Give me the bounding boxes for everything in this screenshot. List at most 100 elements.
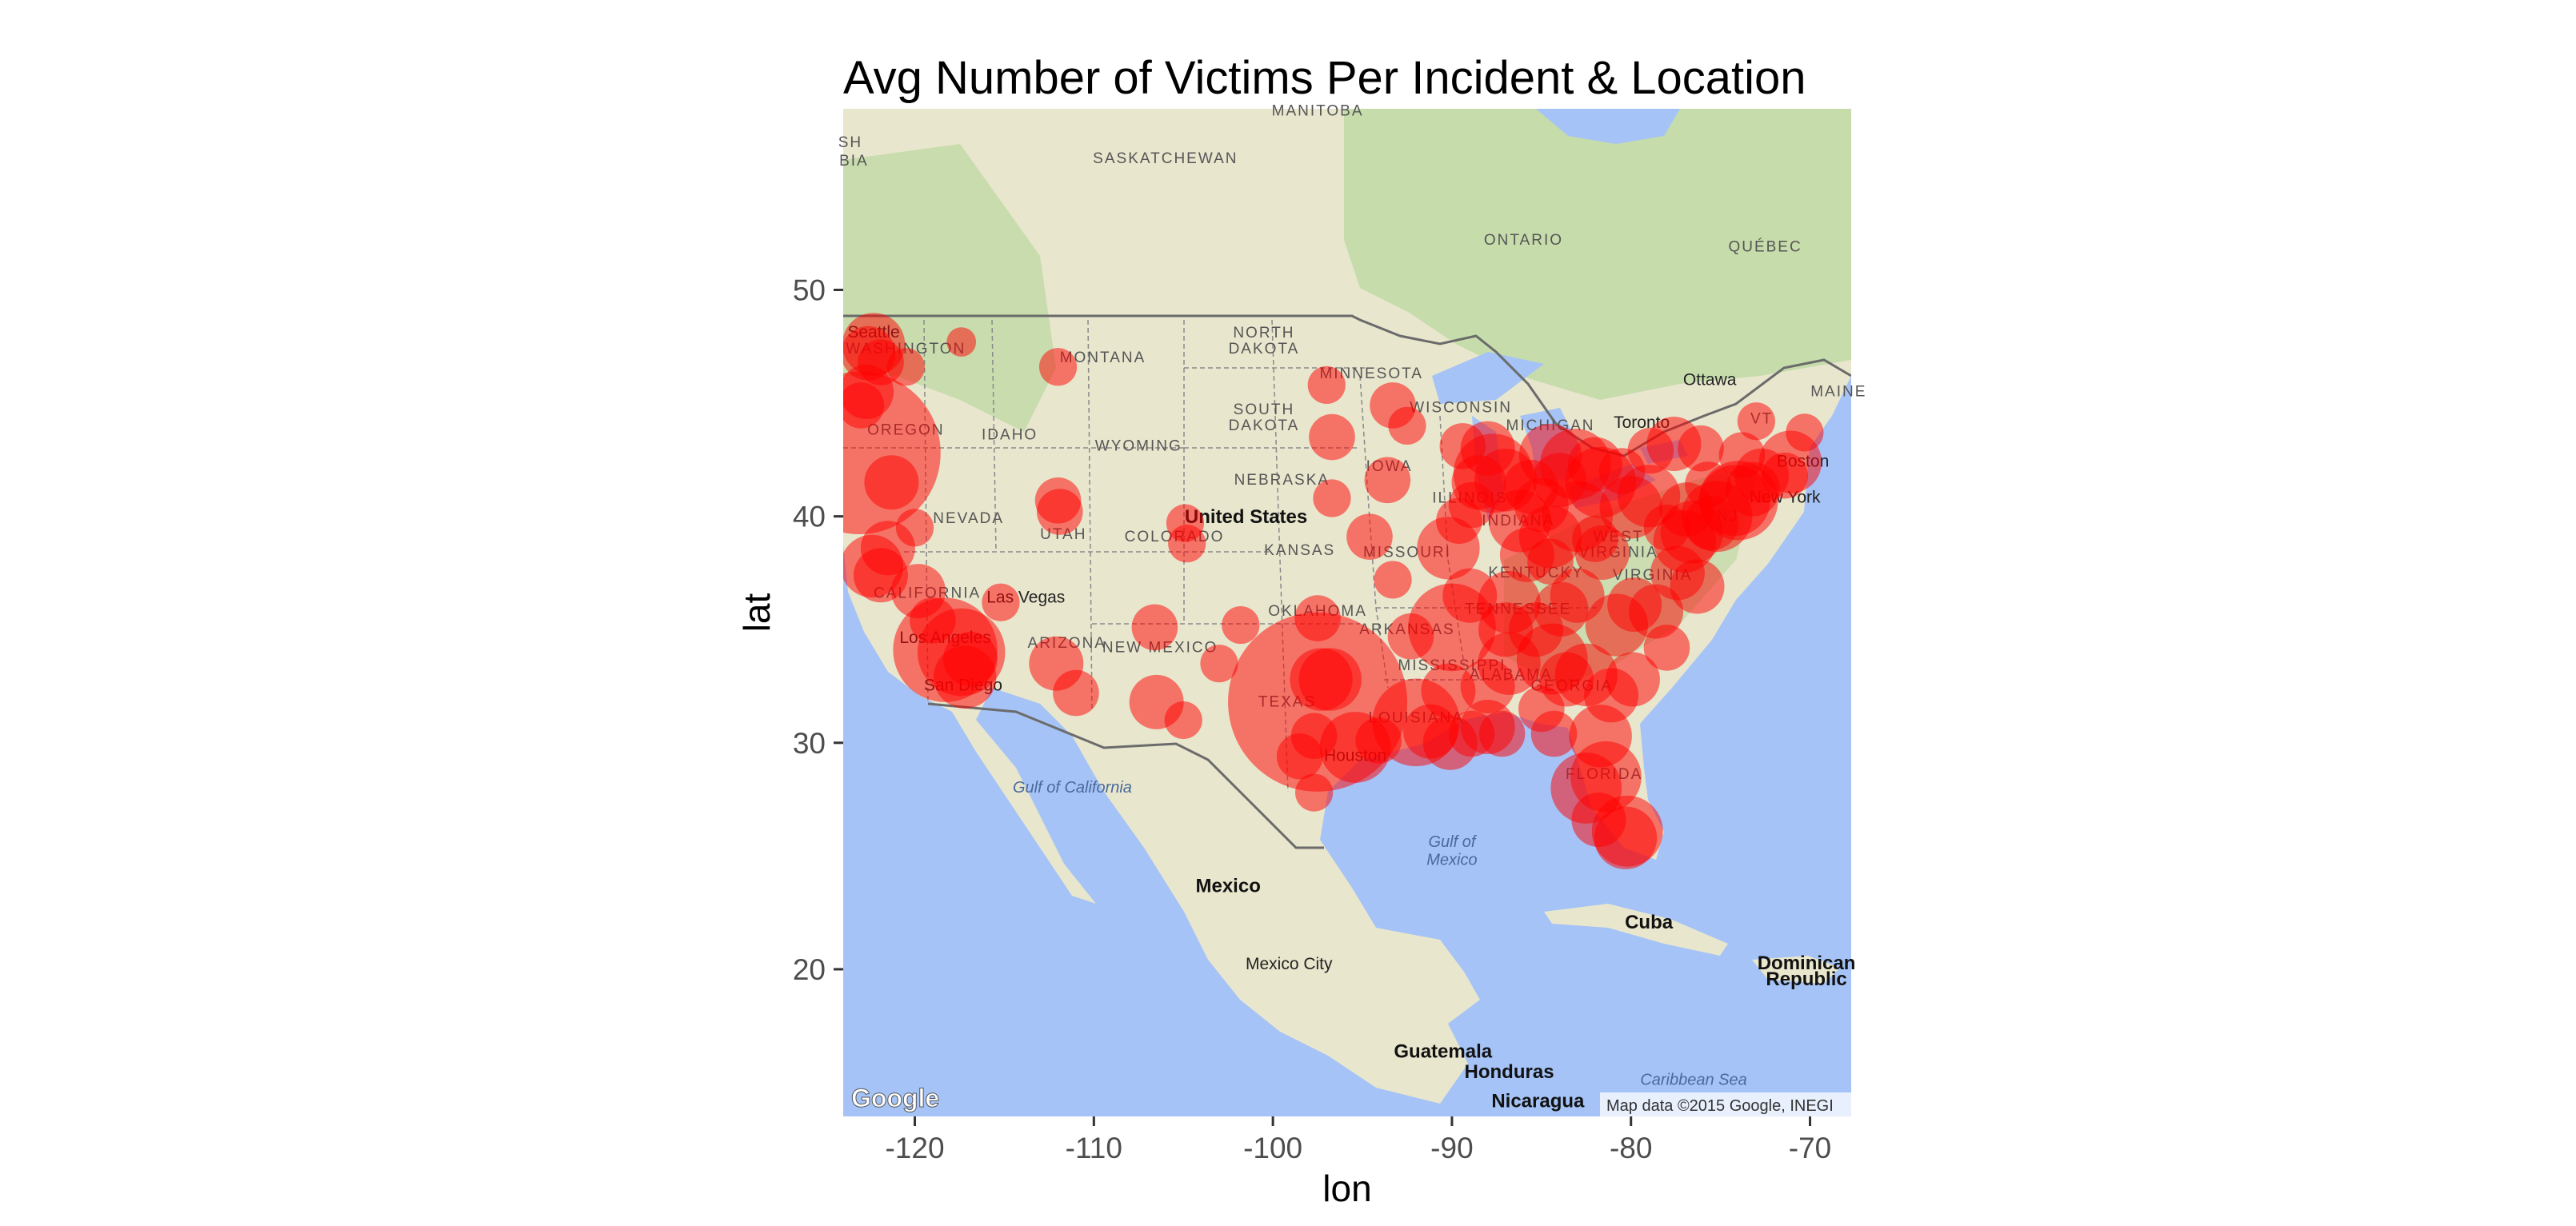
map-label: Republic xyxy=(1766,968,1846,990)
data-point xyxy=(1309,413,1355,461)
y-tick-label: 30 xyxy=(793,727,826,760)
forest-north xyxy=(1344,109,1851,400)
map-label: WISCONSIN xyxy=(1410,399,1512,416)
map-label: Nicaragua xyxy=(1491,1091,1585,1112)
us-mexico-border xyxy=(927,702,1324,849)
data-point xyxy=(1518,685,1565,733)
map-label: SH xyxy=(838,134,862,151)
data-point xyxy=(1346,513,1393,560)
map-label: Dominican xyxy=(1758,952,1856,974)
map-label: DAKOTA xyxy=(1229,417,1300,434)
data-point xyxy=(1164,701,1202,740)
map-label: IDAHO xyxy=(982,426,1038,443)
map-label: NEBRASKA xyxy=(1234,472,1330,489)
map-label: BIA xyxy=(839,153,869,170)
data-point xyxy=(1605,652,1660,707)
data-point xyxy=(1786,413,1824,452)
data-point xyxy=(1718,432,1766,479)
data-point xyxy=(1574,525,1630,580)
data-point xyxy=(1388,406,1426,445)
data-point xyxy=(1036,489,1083,535)
map-label: Caribbean Sea xyxy=(1640,1071,1746,1088)
data-point xyxy=(1737,402,1775,441)
y-tick-label: 20 xyxy=(793,953,826,986)
attribution-box xyxy=(1600,1092,1851,1116)
y-tick-label: 50 xyxy=(793,274,826,307)
map-label: QUÉBEC xyxy=(1728,238,1802,255)
map-label: Ottawa xyxy=(1683,370,1737,389)
map-label: MAINE xyxy=(1810,384,1866,401)
x-axis-title: lon xyxy=(1322,1168,1371,1209)
map-label: DAKOTA xyxy=(1229,341,1300,357)
data-point xyxy=(1570,741,1642,813)
data-point xyxy=(1442,568,1498,623)
map-label: KANSAS xyxy=(1264,542,1335,559)
data-point xyxy=(1554,643,1618,707)
y-tick-label: 40 xyxy=(793,501,826,533)
x-tick-label: -90 xyxy=(1430,1132,1473,1164)
data-point xyxy=(1131,604,1178,651)
map-label: Cuba xyxy=(1625,912,1674,933)
map-label: MINNESOTA xyxy=(1319,365,1423,382)
map-label: Mexico City xyxy=(1246,955,1333,973)
data-point xyxy=(982,583,1020,621)
x-tick-label: -100 xyxy=(1243,1132,1302,1164)
x-axis: -120 -110 -100 -90 -80 -70 xyxy=(885,1116,1831,1164)
data-point xyxy=(1294,773,1334,812)
map-label: SASKATCHEWAN xyxy=(1093,150,1238,167)
data-point xyxy=(1550,568,1605,623)
data-point xyxy=(1053,669,1099,717)
us-canada-border xyxy=(843,314,1851,457)
data-point xyxy=(1222,605,1260,645)
map-label: NORTH xyxy=(1233,325,1294,341)
hispaniola xyxy=(1752,956,1840,984)
hudson-bay xyxy=(1536,109,1680,144)
data-point xyxy=(1670,559,1725,614)
data-point xyxy=(1364,457,1411,504)
map-label: NEVADA xyxy=(933,510,1004,527)
map-attribution: Map data ©2015 Google, INEGI Google xyxy=(851,1084,1851,1116)
data-point xyxy=(1478,602,1534,657)
map-label: WYOMING xyxy=(1095,438,1182,455)
cuba xyxy=(1544,904,1728,956)
data-point xyxy=(1313,479,1351,517)
map-label: Guatemala xyxy=(1394,1040,1492,1062)
data-point xyxy=(1168,525,1206,563)
x-tick-label: -70 xyxy=(1789,1132,1831,1164)
data-point xyxy=(1421,663,1476,718)
data-point xyxy=(895,509,934,547)
x-tick-label: -110 xyxy=(1066,1132,1122,1164)
map-label: MANITOBA xyxy=(1272,102,1364,119)
map-label: United States xyxy=(1185,506,1307,528)
data-point xyxy=(1598,448,1646,494)
x-tick-label: -80 xyxy=(1610,1132,1652,1164)
data-point xyxy=(1571,793,1626,848)
map-label: Gulf of xyxy=(1428,833,1477,851)
data-point xyxy=(942,632,998,687)
attribution-text: Map data ©2015 Google, INEGI xyxy=(1606,1097,1834,1115)
data-point xyxy=(1436,497,1482,545)
data-point xyxy=(1374,561,1412,599)
data-point xyxy=(1460,659,1515,714)
map-label: Mexico xyxy=(1195,876,1260,897)
data-point xyxy=(1200,645,1238,683)
chart-title: Avg Number of Victims Per Incident & Loc… xyxy=(843,52,1806,104)
data-point xyxy=(1038,348,1078,386)
map-label: Gulf of California xyxy=(1013,779,1132,797)
data-point xyxy=(864,455,919,510)
data-point xyxy=(886,348,925,386)
points-layer xyxy=(843,313,1824,869)
y-axis: 20 30 40 50 xyxy=(793,274,843,986)
map-label: Honduras xyxy=(1465,1061,1554,1083)
data-point xyxy=(1685,461,1731,508)
map-label: MONTANA xyxy=(1060,349,1146,366)
google-logo: Google xyxy=(851,1084,939,1112)
data-point xyxy=(946,327,977,357)
data-point xyxy=(1307,365,1346,405)
data-point xyxy=(1290,713,1338,760)
data-point xyxy=(1448,710,1495,757)
data-point xyxy=(1643,625,1690,671)
x-tick-label: -120 xyxy=(885,1132,944,1164)
y-axis-title: lat xyxy=(736,593,778,632)
